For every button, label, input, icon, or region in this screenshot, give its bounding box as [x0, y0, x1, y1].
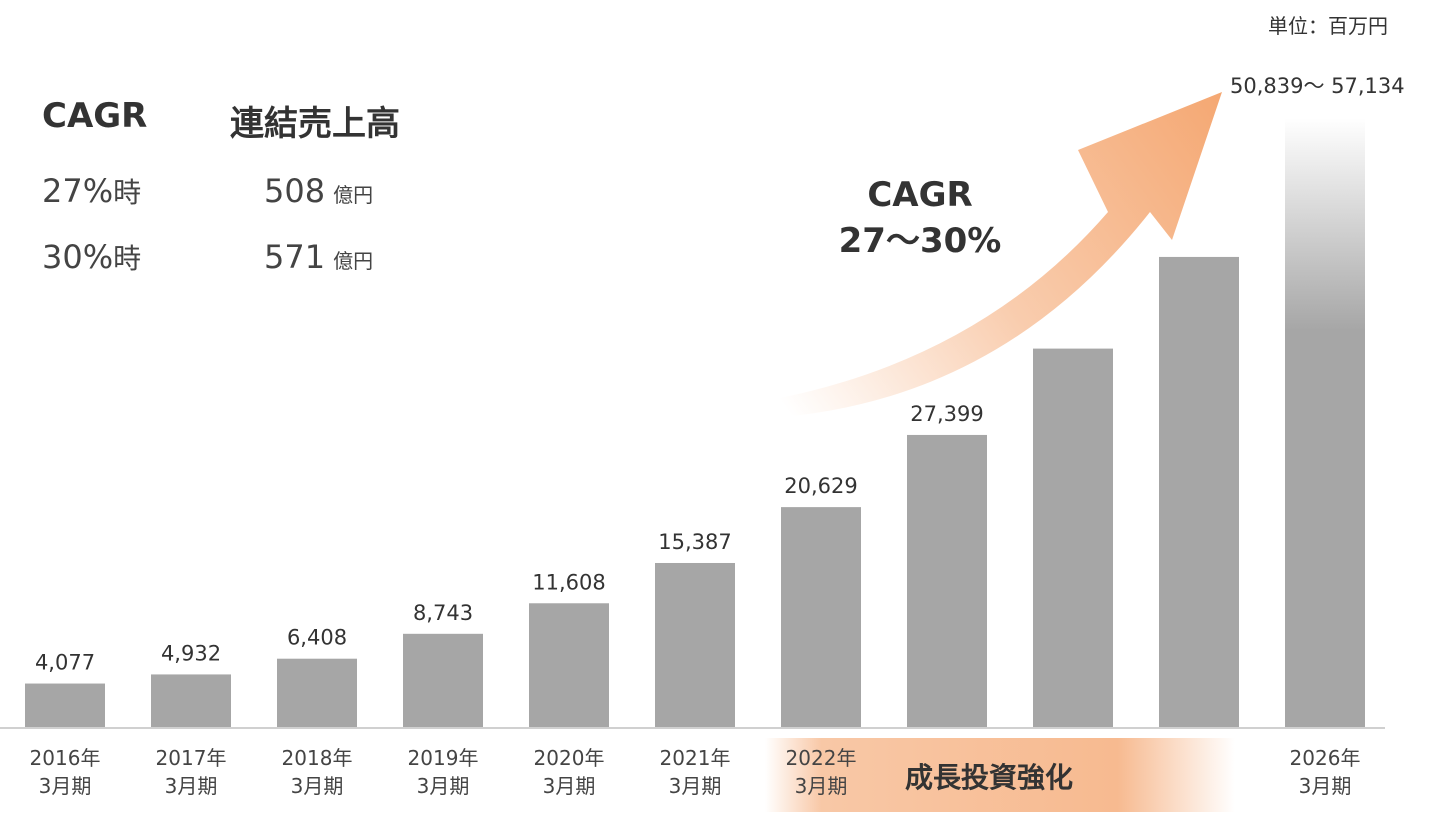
category-label-line: 2018年	[282, 746, 353, 770]
category-label: 2021年 3月期	[660, 746, 731, 798]
category-label-line: 3月期	[795, 774, 848, 798]
bar-value-label: 8,743	[413, 601, 473, 625]
category-label-line: 3月期	[39, 774, 92, 798]
bar-value-label: 15,387	[658, 530, 731, 554]
bar-value-label: 11,608	[532, 570, 605, 594]
category-label-line: 2026年	[1290, 746, 1361, 770]
category-label: 2020年 3月期	[534, 746, 605, 798]
category-label-line: 2019年	[408, 746, 479, 770]
category-label-line: 2022年	[786, 746, 857, 770]
bar-9	[1159, 257, 1239, 727]
category-label-line: 3月期	[417, 774, 470, 798]
bar-1	[151, 674, 231, 727]
bar-2	[277, 659, 357, 727]
bar-7	[907, 435, 987, 727]
category-label: 2016年 3月期	[30, 746, 101, 798]
bar-8	[1033, 349, 1113, 727]
category-label: 2026年 3月期	[1290, 746, 1361, 798]
category-label-line: 3月期	[669, 774, 722, 798]
arrow-cagr-label: CAGR 27～30%	[820, 172, 1020, 264]
bar-value-label: 4,077	[35, 651, 95, 675]
category-label-line: 2017年	[156, 746, 227, 770]
bar-6	[781, 507, 861, 727]
category-label: 2017年 3月期	[156, 746, 227, 798]
bar-4	[529, 603, 609, 727]
category-label-line: 3月期	[543, 774, 596, 798]
bar-value-label: 27,399	[910, 402, 983, 426]
category-label-line: 3月期	[291, 774, 344, 798]
arrow-cagr-line1: CAGR	[820, 172, 1020, 218]
category-label-line: 2016年	[30, 746, 101, 770]
category-label-line: 3月期	[1299, 774, 1352, 798]
category-label-line: 2020年	[534, 746, 605, 770]
category-label-line: 2021年	[660, 746, 731, 770]
bar-value-label: 6,408	[287, 626, 347, 650]
forecast-range-label: 50,839～ 57,134	[1230, 70, 1405, 100]
bar-5	[655, 563, 735, 727]
arrow-cagr-line2: 27～30%	[820, 218, 1020, 264]
bar-3	[403, 634, 483, 727]
bar-0	[25, 684, 105, 727]
category-label: 2018年 3月期	[282, 746, 353, 798]
bar-value-label: 4,932	[161, 641, 221, 665]
category-label: 2019年 3月期	[408, 746, 479, 798]
bar-value-label: 20,629	[784, 474, 857, 498]
bar-10	[1285, 118, 1365, 727]
category-label-line: 3月期	[165, 774, 218, 798]
investment-label: 成長投資強化	[905, 756, 1073, 796]
